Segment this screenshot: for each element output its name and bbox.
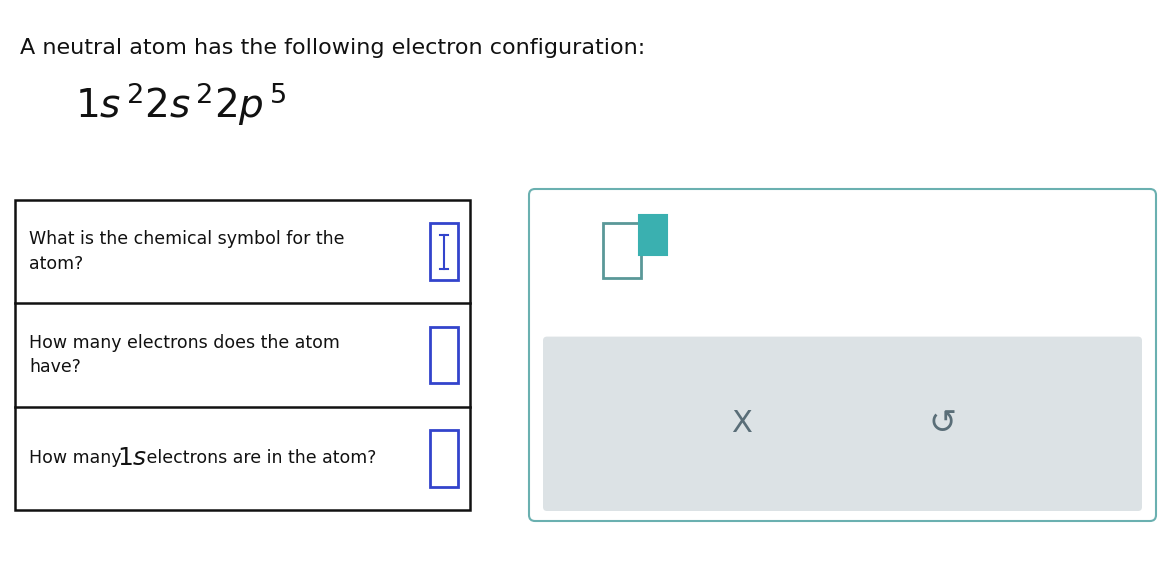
- Bar: [429, 223, 457, 280]
- Text: $1s$: $1s$: [117, 447, 147, 470]
- Bar: [15, 200, 470, 510]
- Text: $1s^{\,2}2s^{\,2}2p^{\,5}$: $1s^{\,2}2s^{\,2}2p^{\,5}$: [75, 80, 287, 128]
- Bar: [429, 327, 457, 383]
- Bar: [640, 215, 668, 255]
- Text: electrons are in the atom?: electrons are in the atom?: [141, 449, 377, 468]
- Bar: [603, 223, 641, 278]
- FancyBboxPatch shape: [529, 189, 1156, 521]
- Text: A neutral atom has the following electron configuration:: A neutral atom has the following electro…: [20, 38, 645, 58]
- Text: ↺: ↺: [929, 408, 957, 440]
- Text: How many: How many: [29, 449, 127, 468]
- Text: How many electrons does the atom
have?: How many electrons does the atom have?: [29, 333, 340, 376]
- Bar: [429, 430, 457, 487]
- FancyBboxPatch shape: [543, 337, 1142, 511]
- Text: X: X: [732, 409, 753, 438]
- Text: What is the chemical symbol for the
atom?: What is the chemical symbol for the atom…: [29, 230, 344, 273]
